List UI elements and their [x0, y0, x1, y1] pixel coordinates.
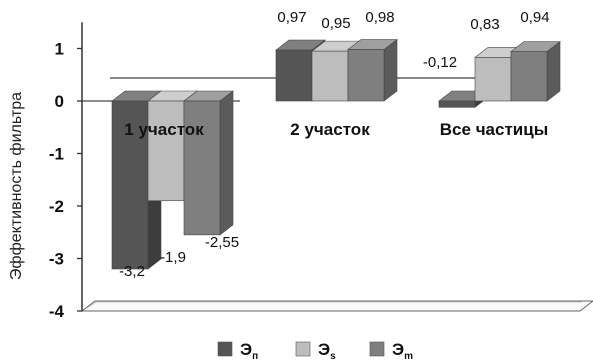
y-axis: 1 0 -1 -2 -3 -4 [49, 22, 83, 321]
data-label: 0,98 [365, 9, 394, 26]
bar-side [383, 38, 398, 102]
bar-front [275, 49, 313, 102]
y-tick-label: 1 [55, 40, 64, 59]
chart-floor [80, 300, 593, 312]
category-label: 1 участок [124, 120, 204, 139]
data-label: -0,12 [423, 54, 457, 71]
bar [510, 41, 561, 102]
data-label: 0,94 [520, 9, 549, 26]
bar-front [111, 100, 149, 270]
category-label: Все частицы [440, 120, 548, 139]
bar [347, 38, 398, 102]
y-tick-label: -4 [49, 302, 65, 321]
bar [183, 90, 234, 236]
y-tick-label: -3 [49, 250, 64, 269]
bars [111, 38, 561, 270]
floor-plane [80, 300, 593, 312]
y-tick-label: -2 [49, 197, 64, 216]
bar-front [311, 50, 349, 102]
bar-front [147, 100, 185, 202]
y-tick-label: -1 [49, 145, 64, 164]
bar-side [219, 90, 234, 236]
legend-swatch [369, 341, 385, 357]
bar-front [510, 51, 548, 102]
legend: Эп Эs Эm [217, 340, 413, 362]
y-tick-label: 0 [55, 92, 64, 111]
legend-swatch [217, 341, 233, 357]
legend-label: Эm [392, 340, 413, 362]
bar-front [474, 57, 512, 102]
data-label: -2,55 [205, 234, 239, 251]
data-label: -3,2 [119, 263, 145, 280]
floor-inner-edge [86, 301, 582, 309]
bar-front [183, 100, 221, 236]
category-label: 2 участок [290, 120, 370, 139]
data-label: -1,9 [160, 249, 186, 266]
legend-swatch [295, 341, 311, 357]
bar-front [438, 100, 476, 108]
legend-label: Эs [318, 340, 336, 362]
data-labels: -3,2 0,97 -0,12 -1,9 0,95 0,83 -2,55 0,98 0,94 [119, 9, 550, 280]
category-labels: 1 участок 2 участок Все частицы [124, 120, 548, 139]
data-label: 0,95 [321, 15, 350, 32]
legend-label: Эп [240, 340, 258, 362]
data-label: 0,97 [277, 9, 306, 26]
y-axis-label: Эффективность фильтра [8, 92, 25, 280]
data-label: 0,83 [470, 16, 499, 33]
bar-front [347, 49, 385, 102]
bar-side [546, 41, 561, 102]
